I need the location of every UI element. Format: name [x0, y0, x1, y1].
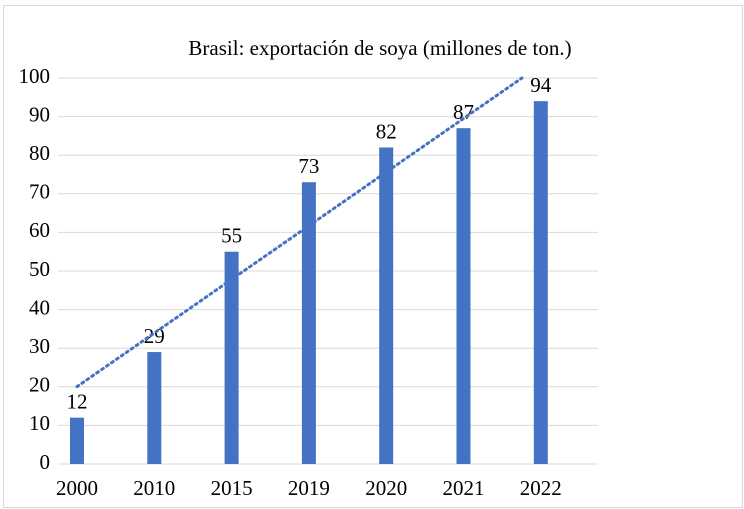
y-tick-label: 30	[29, 334, 50, 358]
bar	[224, 251, 239, 464]
y-tick-label: 10	[29, 411, 50, 435]
chart-title: Brasil: exportación de soya (millones de…	[188, 36, 571, 60]
y-tick-label: 70	[29, 180, 50, 204]
bar	[456, 128, 471, 464]
bar	[70, 417, 84, 464]
y-tick-label: 80	[29, 141, 50, 165]
data-label: 82	[376, 119, 397, 143]
data-label: 29	[144, 324, 165, 348]
bar	[379, 147, 394, 465]
chart-border	[3, 5, 743, 508]
x-tick-label: 2022	[520, 476, 562, 500]
y-tick-label: 50	[29, 257, 50, 281]
y-tick-label: 0	[40, 450, 51, 474]
bar	[147, 352, 162, 464]
x-tick-label: 2021	[443, 476, 485, 500]
bar	[301, 182, 316, 464]
data-label: 55	[221, 224, 242, 248]
x-tick-label: 2010	[133, 476, 175, 500]
data-label: 87	[453, 100, 474, 124]
x-tick-label: 2015	[211, 476, 253, 500]
bar	[533, 101, 548, 464]
x-tick-label: 2019	[288, 476, 330, 500]
y-tick-label: 40	[29, 295, 50, 319]
data-label: 94	[530, 73, 552, 97]
x-tick-label: 2020	[365, 476, 407, 500]
y-tick-label: 60	[29, 218, 50, 242]
y-tick-label: 90	[29, 102, 50, 126]
y-tick-label: 20	[29, 373, 50, 397]
data-label: 12	[67, 389, 88, 413]
y-tick-label: 100	[19, 64, 51, 88]
x-tick-label: 2000	[56, 476, 98, 500]
data-label: 73	[298, 154, 319, 178]
trendline	[75, 76, 524, 389]
